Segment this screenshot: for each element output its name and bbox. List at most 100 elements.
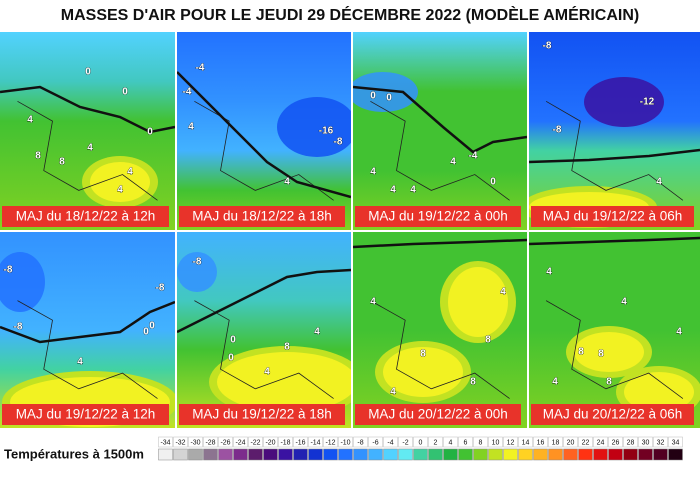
legend-tick-box	[368, 436, 383, 448]
contour-label: 0	[149, 321, 155, 332]
legend-tick-box	[533, 436, 548, 448]
cold-core	[277, 97, 351, 157]
contour-label: 0	[85, 67, 91, 78]
contour-label: -8	[14, 322, 23, 333]
map-layer: -4 -4 4 -16-8 4	[177, 32, 351, 230]
isotherm-zero	[353, 85, 527, 154]
legend-swatch	[503, 448, 518, 461]
update-badge	[355, 404, 521, 425]
legend-tick-label: -12	[325, 439, 335, 446]
contour-label: 8	[59, 157, 65, 168]
isotherm-zero	[353, 238, 527, 249]
warm-core	[574, 332, 644, 372]
legend-tick-label: -24	[235, 439, 245, 446]
legend-swatch	[308, 448, 323, 461]
legend-tick-label: -18	[280, 439, 290, 446]
legend-tick-box	[458, 436, 473, 448]
contour-label: 4	[676, 327, 682, 338]
contour-label: 4	[410, 185, 416, 196]
contour-label: -8	[553, 125, 562, 136]
isotherm-zero	[529, 236, 700, 246]
map-panel: -4 -4 4 -16-8 4 MAJ du 18/12/22 à 18h	[177, 32, 351, 230]
contour-label: 4	[370, 297, 376, 308]
legend-swatch	[668, 448, 683, 461]
legend-tick-box	[413, 436, 428, 448]
update-label: MAJ du 18/12/22 à 12h	[16, 209, 156, 224]
contour-label: 4	[546, 267, 552, 278]
cold-core	[177, 252, 217, 292]
contour-label: 4	[621, 297, 627, 308]
map-layer: -8 -12 -8 4	[529, 32, 700, 230]
legend-tick-label: 16	[537, 439, 545, 446]
cold-core	[584, 77, 664, 127]
legend-tick-label: 12	[507, 439, 515, 446]
legend-swatch	[293, 448, 308, 461]
update-badge	[2, 206, 169, 227]
legend-tick-label: 28	[627, 439, 635, 446]
legend-swatch	[443, 448, 458, 461]
legend-tick-box	[518, 436, 533, 448]
legend-tick-label: -2	[402, 439, 408, 446]
contour-label: -4	[183, 87, 192, 98]
legend-swatch	[608, 448, 623, 461]
legend-tick-box	[638, 436, 653, 448]
legend-swatch	[353, 448, 368, 461]
update-label: MAJ du 18/12/22 à 18h	[192, 209, 332, 224]
legend-tick-box	[503, 436, 518, 448]
coastline	[370, 300, 510, 399]
cold-core	[353, 72, 418, 112]
contour-label: 4	[552, 377, 558, 388]
legend-tick-label: -30	[190, 439, 200, 446]
contour-label: 8	[420, 349, 426, 360]
legend-tick-box	[653, 436, 668, 448]
contour-label: 8	[485, 335, 491, 346]
contour-label: 4	[264, 367, 270, 378]
legend-tick-label: -16	[295, 439, 305, 446]
legend-tick-label: 30	[642, 439, 650, 446]
contour-label: 0	[386, 93, 392, 104]
contour-label: 4	[284, 177, 290, 188]
legend-tick-box	[293, 436, 308, 448]
contour-label: 4	[656, 177, 662, 188]
update-label: MAJ du 19/12/22 à 18h	[192, 407, 332, 422]
legend-tick-box	[248, 436, 263, 448]
isotherm-zero	[0, 300, 175, 344]
contour-label: 0	[122, 87, 128, 98]
legend-swatch	[383, 448, 398, 461]
legend-tick-box	[668, 436, 683, 448]
contour-label: 0	[147, 127, 153, 138]
contour-label: -8	[4, 265, 13, 276]
coastline	[17, 100, 158, 201]
legend-tick-box	[218, 436, 233, 448]
legend-tick-label: -6	[372, 439, 378, 446]
map-layer: 0 0-444 404	[353, 32, 527, 230]
update-badge	[531, 206, 694, 227]
contour-label: 4	[77, 357, 83, 368]
warm-core	[90, 162, 150, 202]
legend-tick-box	[203, 436, 218, 448]
legend-tick-label: 32	[657, 439, 665, 446]
legend-tick-box	[158, 436, 173, 448]
contour-label: 8	[578, 347, 584, 358]
legend-tick-box	[278, 436, 293, 448]
contour-label: 4	[370, 167, 376, 178]
legend-tick-box	[188, 436, 203, 448]
legend-tick-label: -20	[265, 439, 275, 446]
legend-tick-label: 24	[597, 439, 605, 446]
legend-swatch	[548, 448, 563, 461]
legend-swatch	[518, 448, 533, 461]
legend-swatch	[578, 448, 593, 461]
contour-label: 8	[606, 377, 612, 388]
contour-label: 0	[228, 353, 234, 364]
contour-label: 4	[450, 157, 456, 168]
legend-swatch	[638, 448, 653, 461]
legend-swatch	[653, 448, 668, 461]
contour-label: -8	[193, 257, 202, 268]
legend-swatch	[233, 448, 248, 461]
legend-swatch	[533, 448, 548, 461]
contour-label: 4	[117, 185, 123, 196]
legend-swatch	[368, 448, 383, 461]
